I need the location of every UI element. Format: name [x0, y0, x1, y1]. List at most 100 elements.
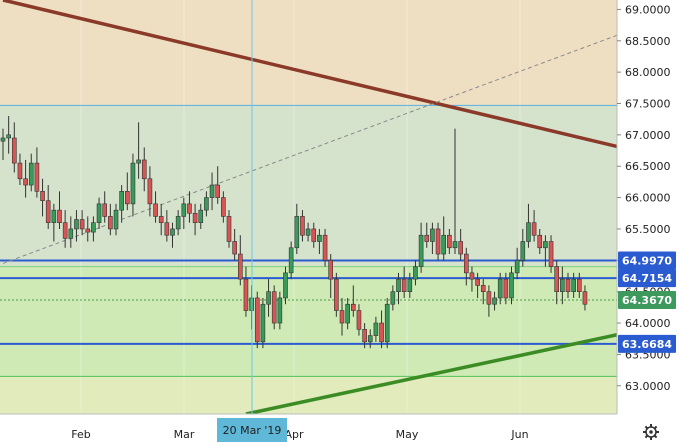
candle-body-16: [91, 222, 96, 233]
candle-53: [300, 210, 305, 242]
candle-body-102: [576, 278, 582, 292]
candle-74: [418, 222, 424, 273]
gear-icon[interactable]: [643, 424, 659, 440]
candle-36: [204, 191, 209, 217]
candle-body-64: [362, 329, 367, 343]
zone-0: [0, 0, 617, 106]
candle-body-52: [294, 216, 300, 249]
candle-body-61: [345, 303, 350, 324]
candle-90: [509, 266, 514, 305]
candle-body-39: [221, 197, 226, 217]
candle-body-43: [243, 278, 249, 311]
candle-100: [565, 272, 571, 298]
price-label-text-2: 64.3670: [622, 294, 672, 307]
candle-84: [475, 272, 480, 298]
candle-body-31: [175, 216, 181, 230]
candle-67: [379, 310, 384, 349]
candle-94: [531, 210, 537, 242]
y-tick-label-10: 64.0000: [625, 317, 671, 330]
candle-98: [554, 260, 560, 305]
candle-body-22: [125, 191, 130, 205]
candle-body-23: [130, 162, 136, 205]
time-axis-background: [0, 414, 617, 446]
candle-body-29: [164, 222, 170, 236]
candle-7: [40, 178, 45, 217]
candle-body-7: [40, 191, 45, 202]
candle-body-59: [334, 278, 339, 311]
candle-52: [294, 203, 300, 255]
candle-body-85: [480, 285, 486, 292]
candle-body-48: [271, 291, 277, 324]
candle-body-89: [503, 278, 509, 299]
candle-body-98: [554, 266, 560, 292]
candle-body-97: [548, 241, 554, 267]
price-axis-ticks[interactable]: 69.0000 68.5000 68.0000 67.5000 67.0000 66.50…: [617, 3, 671, 393]
candle-59: [334, 272, 339, 317]
candle-body-20: [113, 209, 119, 230]
y-tick-label-7: 65.5000: [625, 223, 671, 236]
time-axis-ticks[interactable]: Feb Mar Apr May Jun: [71, 428, 528, 441]
candle-body-53: [300, 216, 305, 236]
candle-body-103: [582, 291, 588, 305]
candle-body-45: [254, 297, 260, 343]
candle-96: [543, 235, 548, 267]
candle-76: [430, 222, 435, 255]
candle-92: [520, 228, 526, 267]
candle-89: [503, 272, 509, 305]
candle-body-41: [232, 241, 237, 255]
candle-54: [305, 222, 311, 242]
candle-body-38: [215, 184, 220, 198]
candle-18: [102, 191, 107, 223]
candle-body-46: [260, 303, 266, 343]
candle-8: [45, 185, 51, 229]
candle-81: [458, 228, 463, 261]
candle-24: [136, 122, 141, 179]
candle-body-58: [328, 260, 334, 280]
candle-body-17: [96, 203, 102, 223]
candle-body-0: [0, 137, 6, 142]
candle-35: [198, 203, 204, 229]
candle-71: [401, 266, 407, 298]
candle-body-15: [85, 228, 91, 233]
candle-93: [526, 203, 531, 248]
y-tick-label-1: 68.5000: [625, 35, 671, 48]
candle-body-49: [277, 297, 283, 324]
candle-9: [51, 203, 57, 242]
candle-body-18: [102, 203, 107, 217]
candle-26: [147, 166, 153, 217]
candle-body-21: [119, 191, 124, 211]
price-label-text-0: 64.9970: [622, 255, 672, 268]
price-label-box-1: [618, 269, 676, 288]
candle-body-77: [435, 228, 441, 255]
candle-body-27: [153, 203, 158, 217]
candle-64: [362, 323, 367, 349]
candle-body-1: [6, 134, 11, 139]
crosshair-date-label: 20 Mar '19: [223, 424, 282, 437]
candle-body-92: [520, 241, 526, 261]
candle-45: [254, 291, 260, 349]
candle-body-2: [12, 137, 17, 164]
candle-75: [424, 222, 430, 248]
candle-5: [28, 153, 34, 192]
candle-body-71: [401, 278, 407, 292]
candle-97: [548, 235, 554, 273]
price-zones: [0, 0, 617, 414]
candle-66: [373, 316, 379, 342]
candle-body-100: [565, 278, 571, 292]
candle-47: [266, 279, 271, 317]
candle-body-79: [447, 234, 452, 249]
candle-body-63: [356, 310, 362, 330]
candle-15: [85, 216, 91, 242]
candle-body-28: [158, 216, 164, 223]
candle-body-12: [68, 228, 74, 239]
candle-70: [396, 272, 401, 305]
candle-95: [537, 228, 543, 255]
candle-body-86: [486, 291, 492, 305]
candle-12: [68, 216, 74, 248]
candle-body-26: [147, 178, 153, 205]
candle-body-50: [283, 272, 288, 299]
candle-41: [232, 228, 237, 261]
candle-body-42: [238, 253, 243, 280]
candle-body-56: [317, 234, 322, 242]
